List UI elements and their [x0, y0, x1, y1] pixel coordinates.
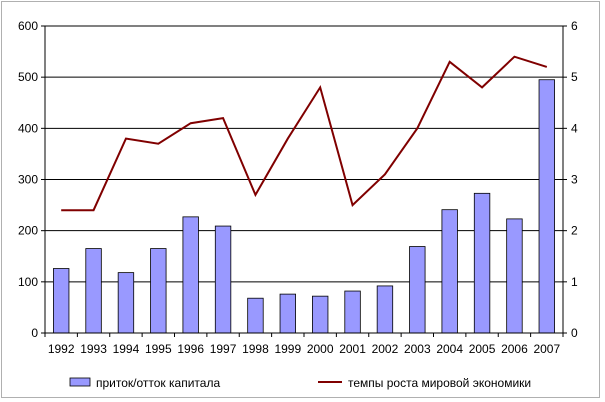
y-left-tick-label: 0 [31, 326, 38, 340]
x-tick-label: 2001 [339, 342, 366, 356]
x-tick-label: 2003 [404, 342, 431, 356]
bar [506, 218, 523, 334]
bar [53, 268, 70, 334]
y-left-tick-label: 200 [18, 224, 38, 238]
y-right-tick-label: 4 [571, 121, 578, 135]
y-right-tick-label: 2 [571, 224, 578, 238]
bar [214, 225, 232, 334]
bar [117, 272, 135, 334]
x-tick-label: 1996 [177, 342, 204, 356]
bar [376, 285, 394, 334]
y-left-tick-label: 400 [18, 121, 38, 135]
x-tick-label: 2007 [533, 342, 560, 356]
legend-swatch-bar [69, 377, 91, 387]
x-tick-label: 1993 [80, 342, 107, 356]
y-left-tick-label: 300 [18, 173, 38, 187]
x-tick-label: 1992 [48, 342, 75, 356]
bar [344, 290, 361, 334]
legend-label-line: темпы роста мировой экономики [348, 376, 531, 390]
bar [150, 248, 167, 334]
x-tick-label: 2006 [501, 342, 528, 356]
x-tick-label: 1999 [274, 342, 301, 356]
y-right-tick-label: 3 [571, 173, 578, 187]
legend: приток/отток капитала темпы роста мирово… [69, 376, 531, 390]
line-layer [61, 55, 548, 212]
y-right-tick-label: 5 [571, 70, 578, 84]
bar [247, 297, 264, 334]
y-right-tick-label: 6 [571, 19, 578, 33]
x-tick-label: 1995 [145, 342, 172, 356]
bar [409, 246, 426, 334]
x-tick-label: 2002 [372, 342, 399, 356]
legend-label-bar: приток/отток капитала [96, 376, 220, 390]
x-tick-label: 2005 [469, 342, 496, 356]
ticks-layer: 0 100 200 300 400 500 600 0 1 2 3 4 5 6 1992 1993 1994 19… [18, 19, 578, 356]
y-left-tick-label: 100 [18, 275, 38, 289]
x-tick-label: 2000 [307, 342, 334, 356]
y-right-tick-label: 1 [571, 275, 578, 289]
bar [312, 295, 329, 334]
bar [441, 209, 458, 334]
bars-layer [53, 79, 555, 334]
bar [279, 293, 296, 334]
bar [538, 79, 555, 334]
y-left-tick-label: 500 [18, 70, 38, 84]
bar [85, 248, 102, 334]
y-left-tick-label: 600 [18, 19, 38, 33]
x-tick-label: 1997 [210, 342, 237, 356]
x-tick-label: 1994 [113, 342, 140, 356]
x-tick-label: 1998 [242, 342, 269, 356]
bar [473, 192, 491, 334]
x-tick-label: 2004 [436, 342, 463, 356]
y-right-tick-label: 0 [571, 326, 578, 340]
series-line [61, 55, 548, 212]
axes-layer [41, 25, 567, 337]
bar [182, 216, 199, 334]
